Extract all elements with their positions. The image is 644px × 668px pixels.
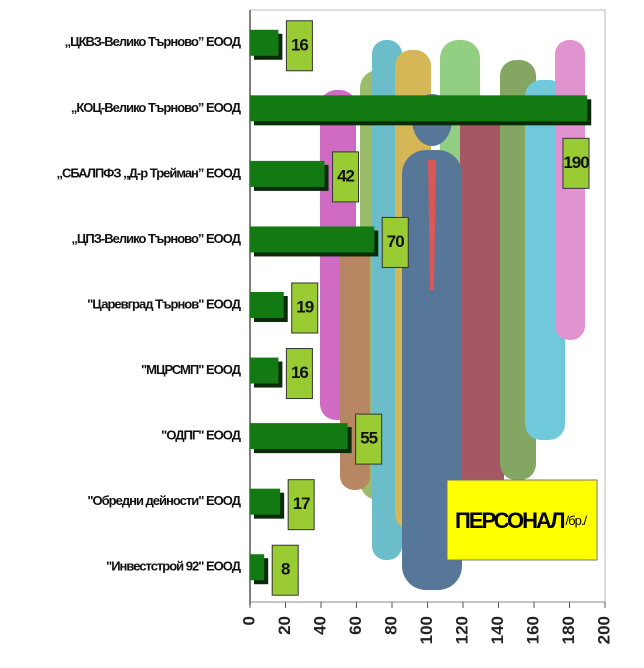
value-label-box [332, 151, 360, 203]
value-label: 16 [291, 35, 308, 54]
bar [250, 292, 284, 318]
title-box [446, 479, 598, 561]
y-tick-label: „ЦКВЗ-Велико Търново” ЕООД [65, 34, 242, 49]
y-tick-label: "МЦРСМП" ЕООД [141, 362, 242, 377]
value-label-box [271, 544, 299, 596]
value-label-box [285, 20, 313, 72]
x-tick-label: 40 [310, 616, 329, 635]
x-tick-label: 20 [275, 616, 294, 635]
y-tick-label: „КОЦ-Велико Търново” ЕООД [71, 100, 242, 115]
value-label: 19 [296, 297, 313, 316]
chart-title: ПЕРСОНАЛ/бр./ [455, 508, 587, 533]
value-label: 42 [337, 166, 354, 185]
title-text: ПЕРСОНАЛ [455, 508, 564, 533]
bar [250, 95, 588, 122]
bar [250, 160, 325, 187]
bar [250, 357, 279, 384]
bar [250, 226, 375, 253]
value-label: 70 [387, 232, 404, 251]
bar [250, 554, 265, 581]
y-tick-label: "Царевград Търнов" ЕООД [87, 296, 242, 311]
value-label-box [285, 348, 313, 400]
value-label: 190 [563, 153, 589, 172]
value-label: 55 [360, 429, 377, 448]
x-tick-label: 120 [452, 616, 471, 644]
bar [250, 29, 279, 56]
x-tick-label: 160 [523, 616, 542, 644]
x-tick-label: 140 [488, 616, 507, 644]
value-label: 16 [291, 363, 308, 382]
value-label-box [355, 413, 383, 465]
x-tick-label: 80 [381, 616, 400, 635]
x-tick-label: 200 [594, 616, 613, 644]
y-tick-label: "Обредни дейности" ЕООД [87, 493, 241, 508]
value-label-box [291, 282, 319, 334]
value-label-box [381, 216, 409, 268]
bar [250, 423, 348, 450]
y-tick-label: „СБАЛПФЗ „Д-р Трейман” ЕООД [57, 165, 242, 180]
unit-text: /бр./ [566, 513, 588, 528]
x-tick-label: 60 [346, 616, 365, 635]
y-tick-label: „ЦПЗ-Велико Търново” ЕООД [71, 231, 241, 246]
y-tick-label: "ОДПГ" ЕООД [161, 428, 242, 443]
x-tick-label: 100 [417, 616, 436, 644]
bar [250, 488, 281, 515]
value-label: 17 [293, 494, 310, 513]
y-tick-label: "Инвестстрой 92" ЕООД [106, 559, 242, 574]
x-tick-label: 180 [559, 616, 578, 644]
value-label-box [562, 137, 590, 189]
x-tick-label: 0 [239, 616, 258, 625]
value-label: 8 [281, 560, 290, 579]
value-label-box [287, 479, 315, 531]
